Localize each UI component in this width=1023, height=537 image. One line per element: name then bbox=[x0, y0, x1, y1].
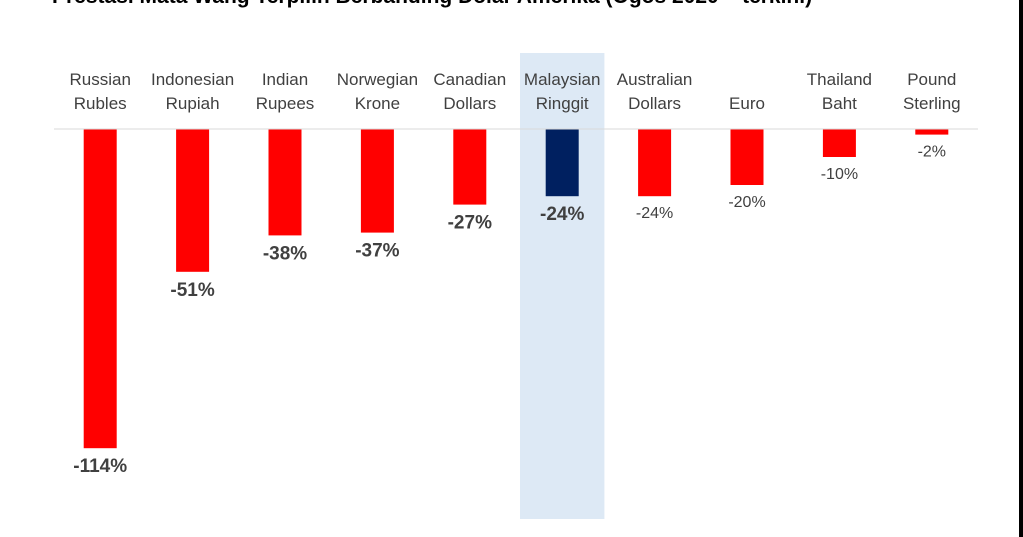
data-label: -38% bbox=[263, 243, 307, 264]
category-label-line: Dollars bbox=[443, 94, 496, 113]
bar bbox=[730, 129, 764, 185]
data-label: -114% bbox=[73, 456, 127, 477]
chart-title: Prestasi Mata Wang Terpilih Berbanding D… bbox=[52, 0, 812, 9]
bar bbox=[176, 129, 210, 272]
data-label: -10% bbox=[821, 166, 858, 183]
data-label: -20% bbox=[728, 194, 765, 211]
bars-layer bbox=[83, 129, 949, 449]
category-label-line: Krone bbox=[355, 94, 400, 113]
bar bbox=[915, 129, 949, 135]
bar bbox=[360, 129, 394, 233]
category-label-line: Indonesian bbox=[151, 70, 234, 89]
data-label: -27% bbox=[448, 213, 492, 234]
bar bbox=[268, 129, 302, 236]
category-label-line: Pound bbox=[907, 70, 956, 89]
highlight-band bbox=[520, 53, 605, 519]
category-label-line: Russian bbox=[69, 70, 130, 89]
bar bbox=[822, 129, 856, 157]
labels-layer: Russian Rubles -114% Indonesian Rupiah -51% In… bbox=[69, 70, 960, 477]
category-label-line: Rupiah bbox=[166, 94, 220, 113]
category-label-line: Thailand bbox=[807, 70, 872, 89]
highlight-band-layer bbox=[520, 53, 605, 519]
category-label: Norwegian Krone bbox=[337, 70, 418, 113]
bar bbox=[545, 129, 579, 197]
category-label-line: Dollars bbox=[628, 94, 681, 113]
category-label-line: Baht bbox=[822, 94, 857, 113]
category-label: Indian Rupees bbox=[256, 70, 315, 113]
category-label-line: Indian bbox=[262, 70, 308, 89]
data-label: -2% bbox=[918, 144, 946, 161]
data-label: -24% bbox=[636, 205, 673, 222]
bar bbox=[638, 129, 672, 197]
data-label: -24% bbox=[540, 204, 584, 225]
category-label: Euro bbox=[729, 94, 765, 113]
category-label-line: Euro bbox=[729, 94, 765, 113]
category-label: Russian Rubles bbox=[69, 70, 130, 113]
category-label-line: Australian bbox=[617, 70, 693, 89]
category-label: Indonesian Rupiah bbox=[151, 70, 234, 113]
category-label-line: Rupees bbox=[256, 94, 315, 113]
category-label-line: Sterling bbox=[903, 94, 961, 113]
bar bbox=[83, 129, 117, 449]
category-label: Pound Sterling bbox=[903, 70, 961, 113]
bar bbox=[453, 129, 487, 205]
category-label-line: Ringgit bbox=[536, 94, 589, 113]
category-label: Australian Dollars bbox=[617, 70, 693, 113]
category-label: Canadian Dollars bbox=[433, 70, 506, 113]
category-label: Malaysian Ringgit bbox=[524, 70, 601, 113]
category-label-line: Canadian bbox=[433, 70, 506, 89]
window-edge bbox=[1019, 0, 1023, 537]
data-label: -37% bbox=[355, 241, 399, 262]
category-label: Thailand Baht bbox=[807, 70, 872, 113]
category-label-line: Rubles bbox=[74, 94, 127, 113]
data-label: -51% bbox=[170, 280, 214, 301]
category-label-line: Norwegian bbox=[337, 70, 418, 89]
category-label-line: Malaysian bbox=[524, 70, 601, 89]
